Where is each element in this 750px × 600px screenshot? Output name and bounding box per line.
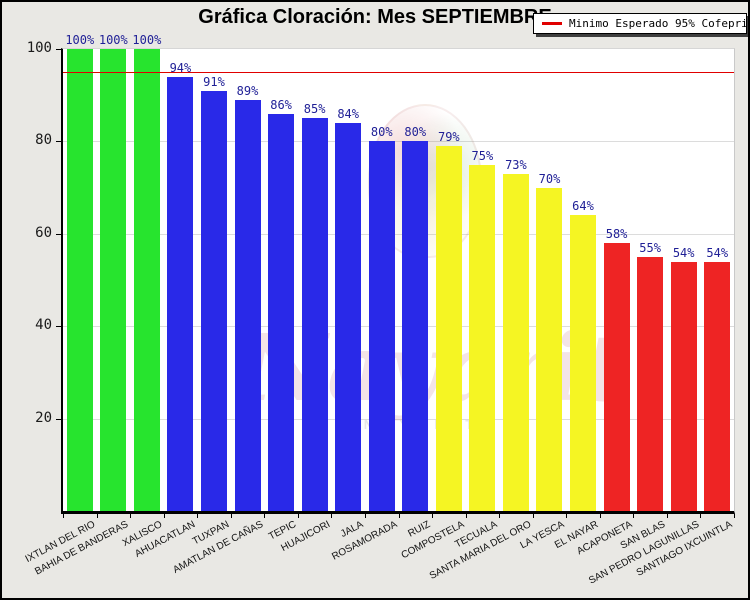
bar-jala: [335, 122, 362, 511]
y-tick-40: [56, 326, 61, 327]
bar-value-tepic: 86%: [270, 97, 292, 112]
y-tick-60: [56, 234, 61, 235]
bar-la-yesca: [536, 187, 563, 511]
y-tick-80: [56, 141, 61, 142]
threshold-line: [63, 72, 734, 73]
legend-box: Minimo Esperado 95% Cofepris: [533, 13, 750, 34]
bar-value-ruiz: 80%: [404, 125, 427, 140]
bar-santa-maria-del-oro: [502, 173, 529, 511]
y-tick-label-40: 40: [35, 317, 52, 333]
bar-huajicori: [301, 118, 328, 511]
bar-value-jala: 84%: [337, 106, 360, 121]
x-tick-17: [633, 514, 634, 518]
bar-value-el-nayar: 64%: [572, 199, 594, 214]
bar-value-santiago-ixcuintla: 54%: [706, 245, 729, 260]
bar-san-pedro-lagunillas: [670, 261, 697, 511]
bar-amatlan-de-canas: [234, 99, 261, 511]
x-tick-14: [533, 514, 534, 518]
bar-ahuacatlan: [167, 76, 194, 511]
x-tick-19: [700, 514, 701, 518]
bar-rosamorada: [368, 141, 395, 511]
y-tick-label-80: 80: [35, 132, 52, 148]
bar-compostela: [435, 146, 462, 511]
x-tick-12: [466, 514, 467, 518]
bar-value-acaponeta: 58%: [605, 227, 628, 242]
x-tick-20: [734, 514, 735, 518]
gridline-40: [63, 326, 734, 327]
gridline-60: [63, 234, 734, 235]
bar-santiago-ixcuintla: [704, 261, 731, 511]
bar-value-la-yesca: 70%: [538, 171, 561, 186]
bar-value-ahuacatlan: 94%: [169, 60, 192, 75]
red-line-sample-icon: [542, 22, 562, 25]
bar-value-san-pedro-lagunillas: 54%: [672, 245, 695, 260]
x-tick-9: [365, 514, 366, 518]
x-tick-16: [600, 514, 601, 518]
x-tick-5: [231, 514, 232, 518]
x-tick-13: [499, 514, 500, 518]
x-tick-0: [63, 514, 64, 518]
x-tick-7: [298, 514, 299, 518]
bar-bahia-de-banderas: [100, 49, 127, 511]
bar-san-blas: [637, 256, 664, 511]
x-tick-1: [97, 514, 98, 518]
bar-value-bahia-de-banderas: 100%: [98, 33, 128, 47]
bar-value-tuxpan: 91%: [203, 74, 225, 89]
y-tick-label-20: 20: [35, 410, 52, 426]
x-tick-8: [331, 514, 332, 518]
bar-value-huajicori: 85%: [303, 102, 326, 117]
y-tick-label-60: 60: [35, 225, 52, 241]
chart-title: Gráfica Cloración: Mes SEPTIEMBRE: [198, 6, 552, 28]
bar-tepic: [268, 113, 295, 511]
y-tick-label-100: 100: [26, 40, 52, 56]
x-tick-4: [197, 514, 198, 518]
y-tick-20: [56, 419, 61, 420]
bar-value-xalisco: 100%: [132, 33, 162, 47]
y-tick-100: [56, 49, 61, 50]
plot-area: Nayarit NAYARIT 100%100%100%94%91%89%86%…: [61, 33, 735, 514]
bar-tecuala: [469, 164, 496, 511]
bar-value-ixtlan-del-rio: 100%: [65, 33, 95, 47]
bar-value-tecuala: 75%: [471, 148, 494, 163]
bar-ixtlan-del-rio: [66, 49, 93, 511]
x-tick-3: [164, 514, 165, 518]
bar-value-san-blas: 55%: [639, 240, 661, 255]
bar-value-compostela: 79%: [437, 130, 460, 145]
gridline-80: [63, 141, 734, 142]
x-tick-11: [432, 514, 433, 518]
x-tick-6: [264, 514, 265, 518]
gridline-20: [63, 419, 734, 420]
nayarit-watermark: Nayarit NAYARIT: [63, 49, 734, 511]
x-tick-10: [399, 514, 400, 518]
bar-acaponeta: [603, 243, 630, 511]
x-tick-15: [566, 514, 567, 518]
bar-el-nayar: [570, 215, 597, 511]
legend-label: Minimo Esperado 95% Cofepris: [569, 17, 750, 30]
x-tick-18: [667, 514, 668, 518]
x-tick-2: [130, 514, 131, 518]
bar-tuxpan: [200, 90, 227, 511]
bar-xalisco: [133, 49, 160, 511]
bar-value-amatlan-de-canas: 89%: [236, 83, 259, 98]
bar-ruiz: [402, 141, 429, 511]
bar-value-santa-maria-del-oro: 73%: [505, 157, 527, 172]
bar-value-rosamorada: 80%: [370, 125, 393, 140]
